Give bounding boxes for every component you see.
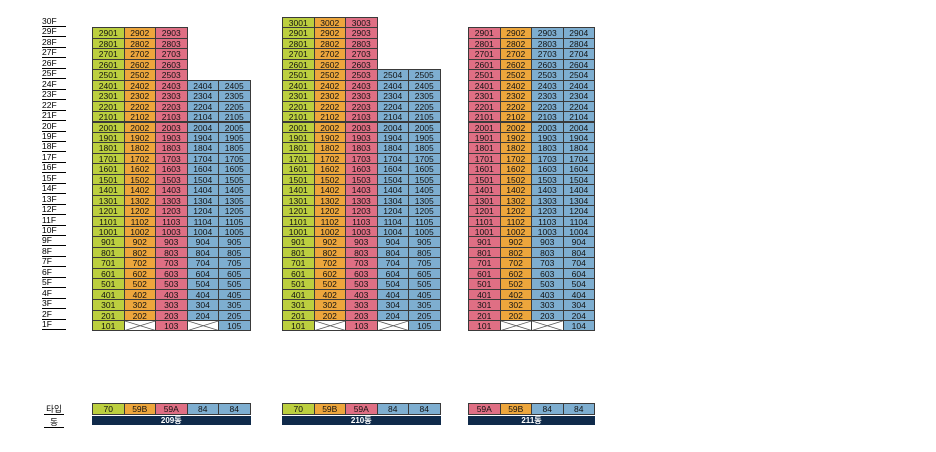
floor-label: 19F xyxy=(42,131,66,142)
dong-label-bar: 211동 xyxy=(468,416,595,425)
floor-label: 10F xyxy=(42,226,66,236)
floor-label: 3F xyxy=(42,299,66,310)
unit-cell: 103 xyxy=(345,320,378,332)
unit-cell-empty xyxy=(123,320,156,332)
type-cell: 84 xyxy=(218,403,251,415)
type-cell: 70 xyxy=(92,403,125,415)
floor-label: 2F xyxy=(42,309,66,320)
unit-cell-empty xyxy=(499,320,532,332)
unit-cell: 101 xyxy=(92,320,125,332)
floor-label: 26F xyxy=(42,58,66,69)
floor-label: 29F xyxy=(42,27,66,38)
floor-label: 18F xyxy=(42,142,66,153)
floor-label: 1F xyxy=(42,320,66,331)
floor-label: 23F xyxy=(42,90,66,101)
dong-row-label: 동 xyxy=(44,417,64,428)
unit-cell-empty xyxy=(313,320,346,332)
unit-cell: 105 xyxy=(218,320,251,332)
type-cell: 59B xyxy=(313,403,346,415)
unit-cell: 101 xyxy=(468,320,501,332)
floor-label: 20F xyxy=(42,121,66,132)
type-cell: 84 xyxy=(531,403,564,415)
floor-label: 28F xyxy=(42,37,66,48)
type-cell: 59A xyxy=(345,403,378,415)
floor-label: 8F xyxy=(42,246,66,257)
type-cell: 70 xyxy=(282,403,315,415)
floor-label: 11F xyxy=(42,215,66,226)
empty-unit-cross xyxy=(377,321,408,331)
floor-label: 25F xyxy=(42,69,66,80)
type-cell: 59B xyxy=(499,403,532,415)
empty-unit-cross xyxy=(124,321,155,331)
unit-cell: 105 xyxy=(408,320,441,332)
floor-label: 30F xyxy=(42,17,66,27)
type-cell: 59A xyxy=(155,403,188,415)
floor-label: 5F xyxy=(42,278,66,289)
floor-label: 13F xyxy=(42,194,66,205)
empty-unit-cross xyxy=(187,321,218,331)
floor-label: 16F xyxy=(42,163,66,174)
unit-cell-empty xyxy=(531,320,564,332)
type-cell: 84 xyxy=(562,403,595,415)
floor-label: 17F xyxy=(42,152,66,163)
unit-cell: 101 xyxy=(282,320,315,332)
floor-label: 24F xyxy=(42,79,66,90)
unit-cell-empty xyxy=(376,320,409,332)
floor-label: 9F xyxy=(42,236,66,247)
empty-unit-cross xyxy=(314,321,345,331)
type-cell: 59B xyxy=(123,403,156,415)
floor-label: 27F xyxy=(42,48,66,59)
unit-cell: 104 xyxy=(562,320,595,332)
floor-label: 6F xyxy=(42,267,66,278)
type-cell: 84 xyxy=(408,403,441,415)
floor-label: 15F xyxy=(42,173,66,184)
floor-label: 22F xyxy=(42,100,66,111)
floor-label: 12F xyxy=(42,205,66,216)
floor-label: 4F xyxy=(42,288,66,299)
unit-cell: 103 xyxy=(155,320,188,332)
dong-label-bar: 209동 xyxy=(92,416,251,425)
empty-unit-cross xyxy=(500,321,531,331)
type-cell: 84 xyxy=(186,403,219,415)
empty-unit-cross xyxy=(532,321,563,331)
floor-label: 7F xyxy=(42,257,66,268)
type-row-label: 타입 xyxy=(44,404,64,415)
dong-label-bar: 210동 xyxy=(282,416,441,425)
unit-cell-empty xyxy=(186,320,219,332)
type-cell: 84 xyxy=(376,403,409,415)
type-cell: 59A xyxy=(468,403,501,415)
floor-label: 14F xyxy=(42,184,66,195)
floor-label: 21F xyxy=(42,111,66,122)
